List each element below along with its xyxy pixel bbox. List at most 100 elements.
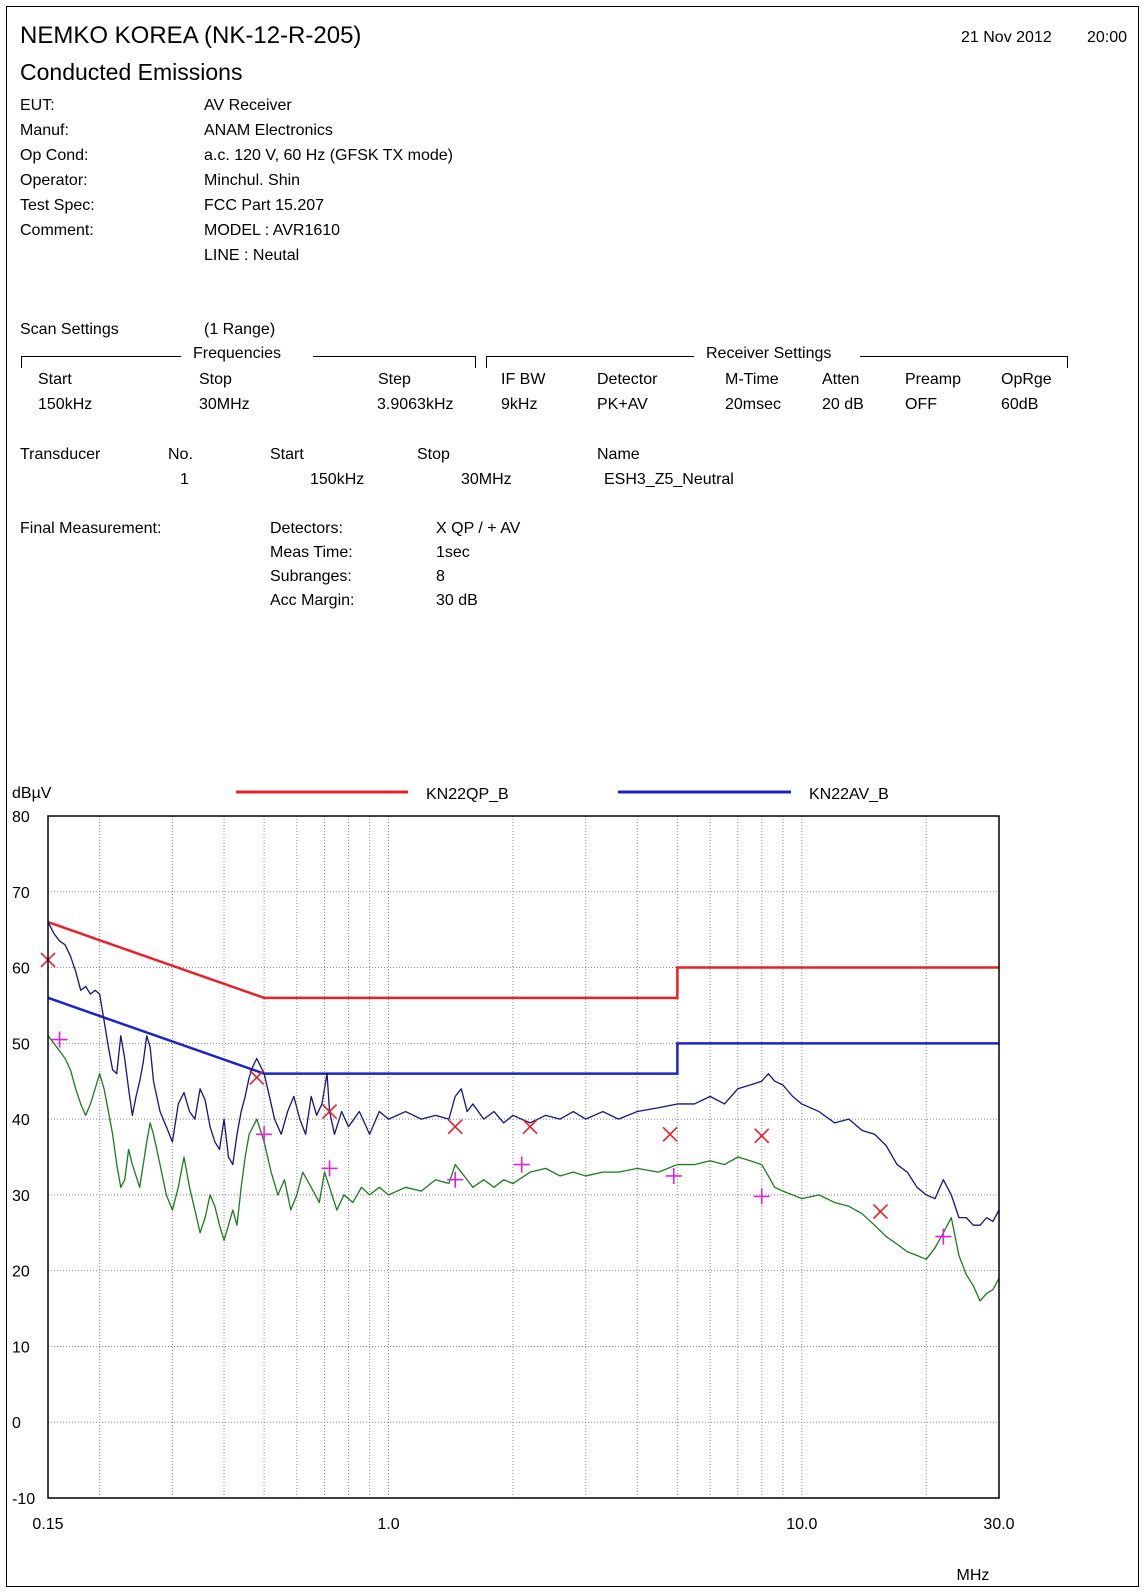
info-value: AV Receiver xyxy=(204,97,292,114)
legend-label-qp: KN22QP_B xyxy=(426,786,509,803)
page-frame xyxy=(6,6,1139,1587)
x-tick-label: 1.0 xyxy=(377,1516,399,1533)
qp-marker xyxy=(522,1119,538,1135)
average-trace-line xyxy=(47,1035,1000,1302)
frequencies-bracket-left xyxy=(21,356,181,357)
transducer-value-no: 1 xyxy=(180,471,189,488)
final-row-label: Meas Time: xyxy=(270,544,353,561)
scan-settings-label: Scan Settings xyxy=(20,321,119,338)
y-tick-label: 0 xyxy=(12,1415,21,1432)
qp-marker xyxy=(447,1119,463,1135)
av-marker xyxy=(321,1160,338,1177)
final-row-value: 8 xyxy=(436,568,445,585)
scan-header-atten: Atten xyxy=(822,371,860,388)
scan-header-stop: Stop xyxy=(199,371,232,388)
info-label: Comment: xyxy=(20,222,94,239)
info-value: ANAM Electronics xyxy=(204,122,333,139)
av-marker xyxy=(447,1171,464,1188)
scan-header-preamp: Preamp xyxy=(905,371,962,388)
scan-range: (1 Range) xyxy=(204,321,276,338)
info-label: Manuf: xyxy=(20,122,69,139)
scan-header-ifbw: IF BW xyxy=(501,371,546,388)
frequencies-bracket-left-tick xyxy=(21,356,22,368)
transducer-value-stop: 30MHz xyxy=(461,471,512,488)
y-tick-label: 20 xyxy=(12,1264,30,1281)
transducer-header-no: No. xyxy=(168,446,193,463)
y-tick-label: 60 xyxy=(12,961,30,978)
info-value: a.c. 120 V, 60 Hz (GFSK TX mode) xyxy=(204,147,453,164)
scan-header-detector: Detector xyxy=(597,371,658,388)
y-tick-label: 30 xyxy=(12,1188,30,1205)
x-tick-label: 0.15 xyxy=(32,1516,63,1533)
receiver-bracket-right xyxy=(860,356,1068,357)
scan-value-start: 150kHz xyxy=(38,396,93,413)
scan-value-atten: 20 dB xyxy=(822,396,864,413)
receiver-bracket-right-tick xyxy=(1067,356,1068,368)
x-axis-label: MHz xyxy=(957,1567,990,1584)
lab-title: NEMKO KOREA (NK-12-R-205) xyxy=(20,22,362,49)
av-marker xyxy=(51,1031,68,1048)
report-date: 21 Nov 2012 xyxy=(961,29,1052,46)
transducer-header-stop: Stop xyxy=(417,446,450,463)
test-title: Conducted Emissions xyxy=(20,59,243,85)
frequencies-title: Frequencies xyxy=(193,345,282,362)
peak-trace-line xyxy=(47,921,1000,1226)
info-value: LINE : Neutal xyxy=(204,247,300,264)
info-label: Operator: xyxy=(20,172,88,189)
final-row-label: Acc Margin: xyxy=(270,592,355,609)
scan-value-preamp: OFF xyxy=(905,396,937,413)
info-label: EUT: xyxy=(20,97,55,114)
transducer-header-start: Start xyxy=(270,446,304,463)
av-limit-line xyxy=(47,996,999,1075)
av-marker xyxy=(513,1156,530,1173)
scan-value-stop: 30MHz xyxy=(199,396,250,413)
transducer-value-start: 150kHz xyxy=(310,471,365,488)
report-time: 20:00 xyxy=(1087,29,1128,46)
info-label: Op Cond: xyxy=(20,147,89,164)
qp-limit-line xyxy=(47,920,999,1000)
qp-marker xyxy=(249,1069,265,1085)
y-tick-label: 40 xyxy=(12,1112,30,1129)
y-tick-label: 70 xyxy=(12,885,30,902)
y-tick-label: 10 xyxy=(12,1339,30,1356)
final-row-value: X QP / + AV xyxy=(436,520,521,537)
av-marker xyxy=(935,1228,952,1245)
qp-marker xyxy=(662,1126,678,1142)
scan-value-mtime: 20msec xyxy=(725,396,782,413)
scan-header-start: Start xyxy=(38,371,72,388)
x-tick-label: 10.0 xyxy=(786,1516,817,1533)
scan-header-step: Step xyxy=(378,371,411,388)
scan-value-ifbw: 9kHz xyxy=(501,396,538,413)
qp-marker xyxy=(872,1203,889,1220)
x-tick-label: 30.0 xyxy=(983,1516,1014,1533)
y-axis-label: dBµV xyxy=(12,785,52,802)
qp-marker xyxy=(754,1128,770,1144)
y-tick-label: 50 xyxy=(12,1036,30,1053)
scan-value-step: 3.9063kHz xyxy=(377,396,454,413)
receiver-bracket-left xyxy=(486,356,694,357)
av-marker xyxy=(256,1126,273,1143)
receiver-bracket-left-tick xyxy=(486,356,487,368)
receiver-settings-title: Receiver Settings xyxy=(706,345,832,362)
y-tick-label: -10 xyxy=(12,1491,35,1508)
y-tick-label: 80 xyxy=(12,809,30,826)
plot-frame xyxy=(47,815,1000,1499)
info-value: Minchul. Shin xyxy=(204,172,301,189)
av-marker xyxy=(665,1167,682,1184)
qp-marker xyxy=(321,1103,338,1120)
final-measurement-label: Final Measurement: xyxy=(20,520,162,537)
scan-header-oprge: OpRge xyxy=(1001,371,1052,388)
av-marker xyxy=(753,1188,770,1205)
info-label: Test Spec: xyxy=(20,197,95,214)
frequencies-bracket-right xyxy=(313,356,476,357)
scan-header-mtime: M-Time xyxy=(725,371,779,388)
info-value: MODEL : AVR1610 xyxy=(204,222,341,239)
transducer-label: Transducer xyxy=(20,446,101,463)
final-row-label: Subranges: xyxy=(270,568,352,585)
frequencies-bracket-right-tick xyxy=(475,356,476,368)
info-value: FCC Part 15.207 xyxy=(204,197,325,214)
scan-value-oprge: 60dB xyxy=(1001,396,1039,413)
final-row-value: 30 dB xyxy=(436,592,478,609)
transducer-value-name: ESH3_Z5_Neutral xyxy=(604,471,734,488)
